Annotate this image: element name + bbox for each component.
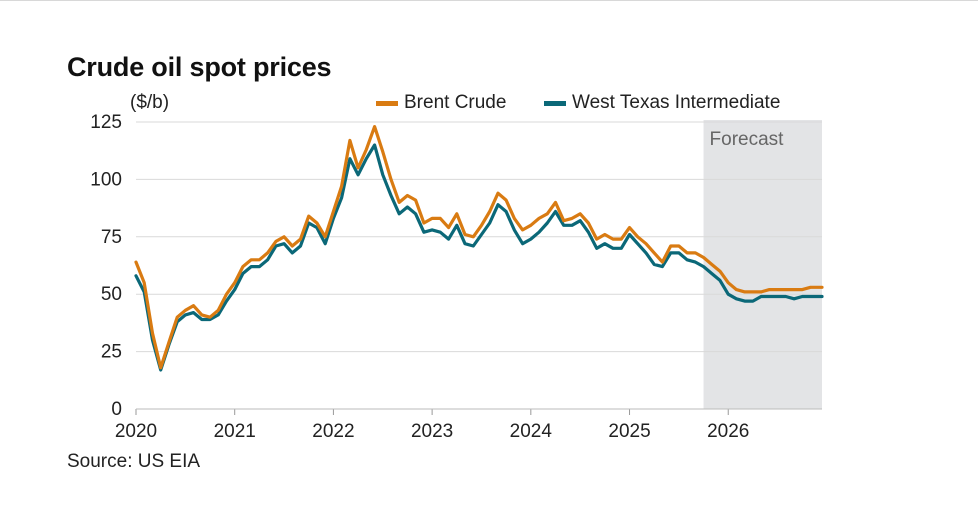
legend-item-wti: West Texas Intermediate [544, 92, 780, 114]
forecast-region [703, 120, 822, 409]
y-tick-label: 75 [101, 227, 122, 248]
x-tick-label: 2023 [411, 421, 453, 442]
legend-item-brent: Brent Crude [376, 92, 506, 114]
y-tick-label: 125 [90, 112, 122, 133]
top-divider [0, 0, 978, 1]
x-tick-label: 2021 [214, 421, 256, 442]
y-tick-label: 25 [101, 342, 122, 363]
chart-title: Crude oil spot prices [67, 52, 332, 82]
series-line-wti [134, 143, 824, 372]
y-axis-unit-label: ($/b) [130, 92, 170, 113]
x-tick-label: 2024 [510, 421, 553, 442]
source-note: Source: US EIA [67, 451, 201, 472]
forecast-label: Forecast [710, 129, 785, 150]
x-tick-label: 2020 [115, 421, 157, 442]
legend-label-brent: Brent Crude [404, 92, 507, 113]
legend-swatch-brent [376, 100, 398, 106]
y-tick-label: 100 [90, 169, 122, 190]
x-axis-ticks: 2020 2021 2022 2023 2024 2025 2026 [115, 409, 749, 442]
y-tick-label: 50 [101, 284, 122, 305]
x-tick-label: 2025 [608, 421, 650, 442]
series-line-brent [134, 125, 824, 370]
gridlines [136, 121, 822, 353]
legend-swatch-wti [544, 100, 566, 106]
y-axis-ticks: 0 25 50 75 100 125 [90, 112, 122, 420]
legend-label-wti: West Texas Intermediate [572, 92, 781, 113]
x-tick-label: 2022 [312, 421, 354, 442]
y-tick-label: 0 [111, 399, 122, 420]
x-tick-label: 2026 [707, 421, 749, 442]
